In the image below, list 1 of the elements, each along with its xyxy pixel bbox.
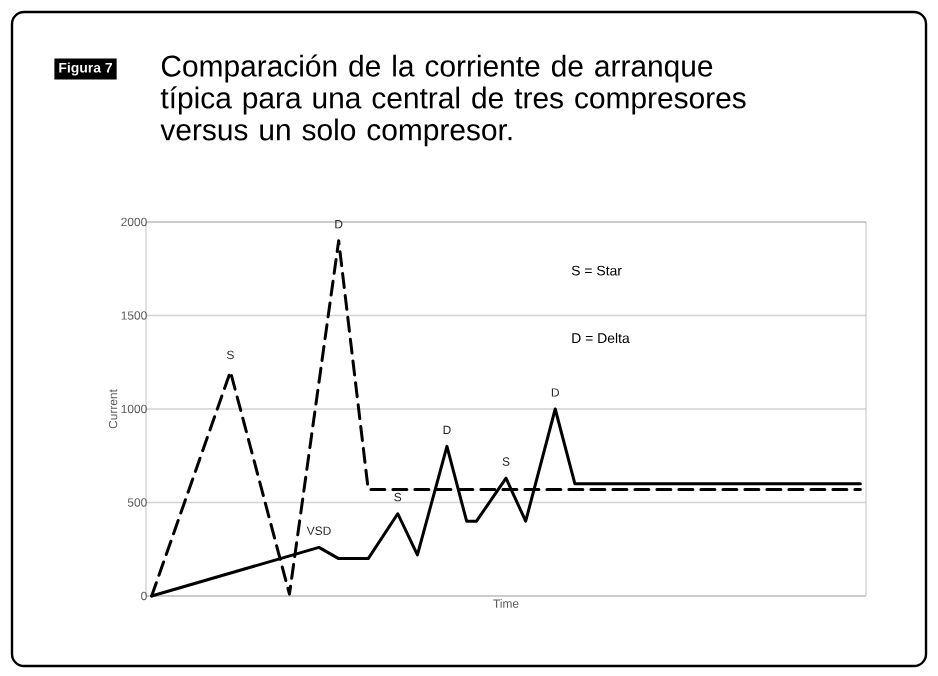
chart-title: Comparación de la corriente de arranque típica para una central de tres compresores versus un solo compresor. bbox=[160, 54, 746, 147]
